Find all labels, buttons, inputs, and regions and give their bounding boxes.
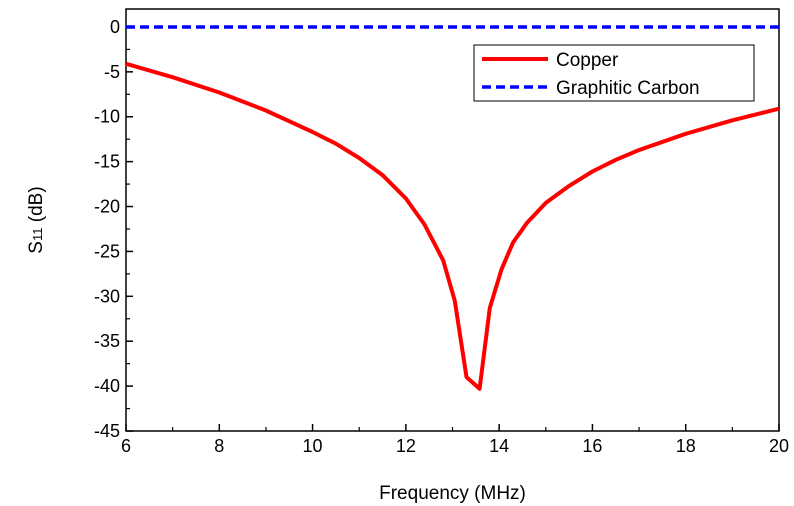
y-tick-label: 0 xyxy=(110,17,120,37)
y-tick-label: -20 xyxy=(94,197,120,217)
series-line-copper xyxy=(125,61,780,391)
x-axis: 6 8 10 12 14 16 18 20 xyxy=(121,424,789,456)
x-tick-label: 12 xyxy=(396,436,416,456)
legend-label-copper: Copper xyxy=(556,50,619,71)
y-tick-label: -15 xyxy=(94,152,120,172)
y-axis: 0 -5 -10 -15 -20 -25 -30 -35 -40 -45 xyxy=(94,17,133,441)
legend-label-graphitic-carbon: Graphitic Carbon xyxy=(556,78,700,99)
y-tick-label: -45 xyxy=(94,421,120,441)
x-tick-label: 20 xyxy=(769,436,789,456)
x-tick-label: 18 xyxy=(676,436,696,456)
y-tick-label: -10 xyxy=(94,107,120,127)
x-tick-label: 14 xyxy=(489,436,509,456)
y-tick-label: -25 xyxy=(94,241,120,261)
x-tick-label: 16 xyxy=(582,436,602,456)
x-tick-label: 6 xyxy=(121,436,131,456)
y-tick-label: -5 xyxy=(104,62,120,82)
series-layer xyxy=(125,25,780,391)
y-axis-label-unit: (dB) xyxy=(26,186,47,227)
y-axis-label-main: S xyxy=(26,241,47,254)
y-tick-label: -35 xyxy=(94,331,120,351)
x-tick-label: 10 xyxy=(303,436,323,456)
y-tick-label: -30 xyxy=(94,286,120,306)
y-axis-label-subscript: 11 xyxy=(30,228,45,242)
legend: Copper Graphitic Carbon xyxy=(473,44,755,102)
y-axis-label: S11 (dB) xyxy=(26,186,47,253)
x-tick-label: 8 xyxy=(214,436,224,456)
legend-box xyxy=(473,44,755,102)
y-tick-label: -40 xyxy=(94,376,120,396)
x-axis-label: Frequency (MHz) xyxy=(379,483,526,504)
